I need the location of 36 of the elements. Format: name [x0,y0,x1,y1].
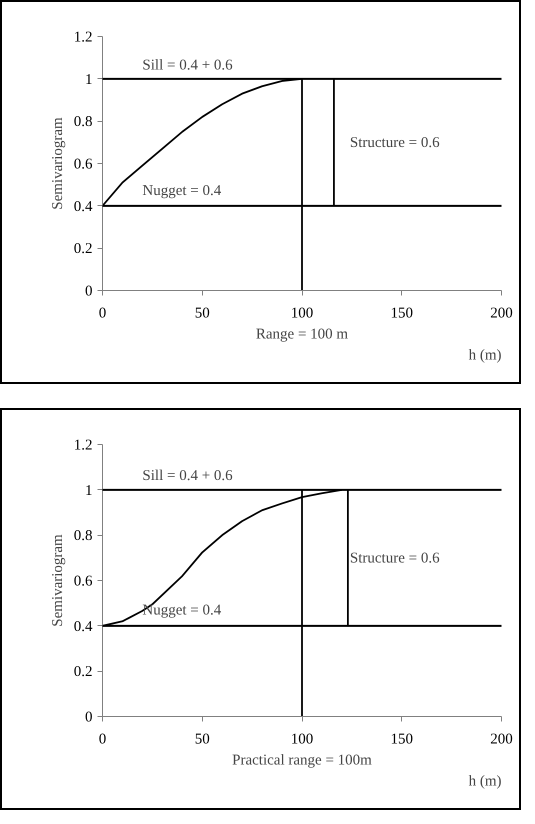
y-tick-label: 0.6 [74,156,93,172]
y-tick-label: 1 [85,72,92,88]
x-tick-label: 50 [194,732,210,748]
y-axis-title: Semivariogram [50,534,66,627]
text: Practical range = 100m [232,752,372,768]
annotation: Nugget = 0.4 [142,183,222,200]
y-tick-label: 0.4 [74,618,93,635]
x-tick-label: 150 [390,732,413,748]
x-axis-title: h (m) [468,774,502,790]
x-tick-label: 150 [390,306,413,322]
annotation: Structure = 0.6 [350,550,440,567]
annotation: Structure = 0.6 [350,135,440,152]
y-tick-label: 0.2 [74,241,92,258]
annotation: Sill = 0.4 + 0.6 [142,57,234,74]
x-tick-label: 200 [490,306,513,322]
y-tick-label: 0 [85,710,92,726]
y-tick-label: 0 [85,284,92,300]
y-tick-label: 0.4 [74,198,93,215]
x-axis-title: h (m) [468,348,502,364]
x-tick-label: 0 [98,306,106,322]
y-tick-label: 0.8 [74,114,92,130]
y-tick-label: 0.8 [74,528,92,544]
y-tick-label: 1.2 [74,438,92,454]
y-tick-label: 0.2 [74,664,92,680]
x-tick-label: 200 [490,732,513,748]
annotation: Sill = 0.4 + 0.6 [142,468,234,484]
x-tick-label: 100 [290,306,314,322]
y-tick-label: 1.2 [74,30,92,46]
x-tick-label: 50 [194,306,210,322]
annotation: Nugget = 0.4 [142,602,222,619]
y-tick-label: 1 [85,482,92,499]
y-tick-label: 0.6 [74,574,93,590]
y-axis-title: Semivariogram [50,116,66,210]
text: Range = 100 m [256,326,348,342]
x-tick-label: 100 [290,732,314,748]
x-tick-label: 0 [98,732,106,748]
